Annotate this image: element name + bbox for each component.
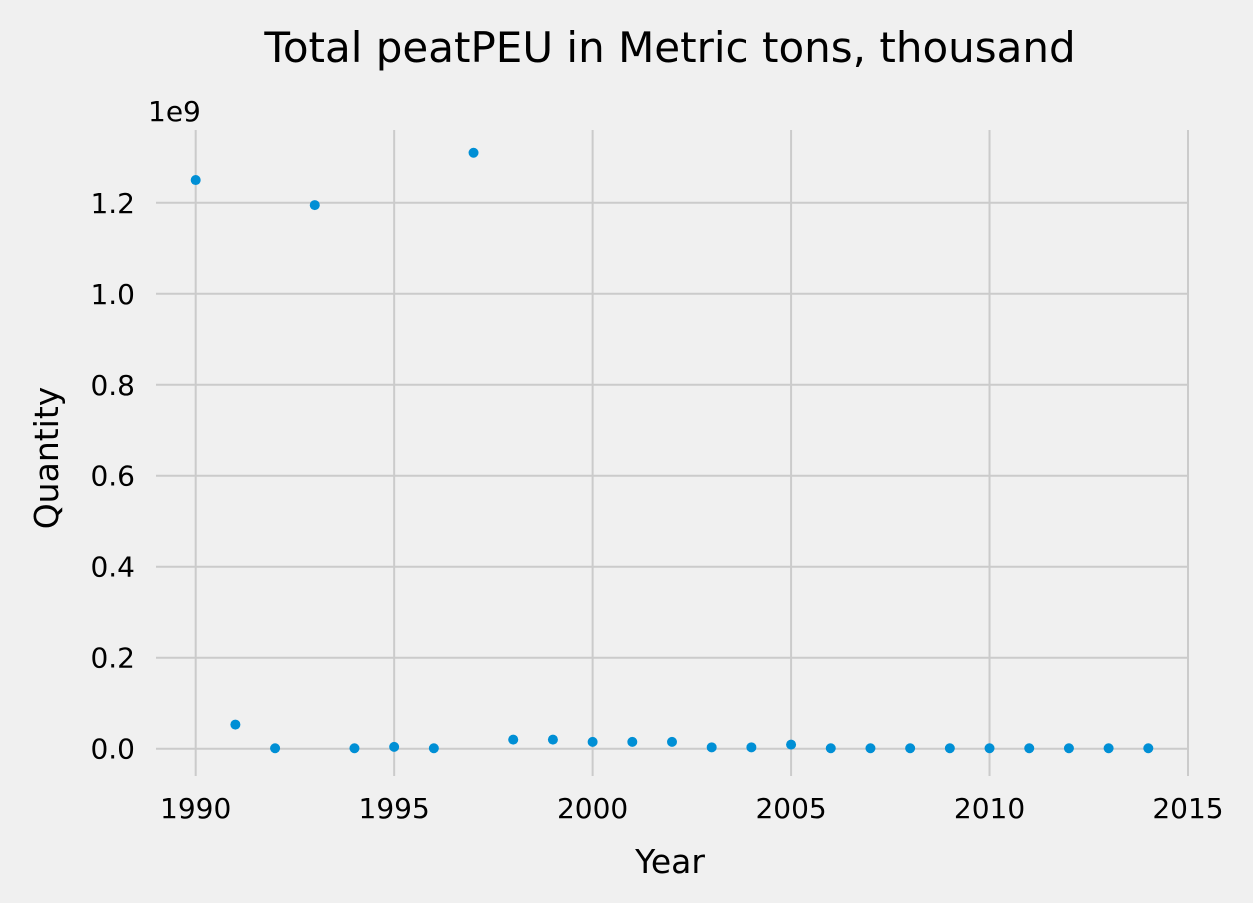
data-point [190, 175, 201, 186]
x-tick-label: 2015 [1152, 792, 1223, 825]
y-tick-label: 0.2 [90, 642, 135, 675]
x-axis-title: Year [634, 842, 705, 881]
y-tick-label: 0.0 [90, 733, 135, 766]
y-tick-labels: 0.0 0.2 0.4 0.6 0.8 1.0 1.2 [90, 187, 135, 766]
data-point [825, 743, 836, 754]
data-point [865, 743, 876, 754]
data-point [349, 743, 360, 754]
data-point [944, 743, 955, 754]
data-point [508, 734, 519, 745]
data-point [706, 742, 717, 753]
y-offset-label: 1e9 [148, 95, 201, 128]
y-tick-label: 0.6 [90, 460, 135, 493]
data-point [587, 736, 598, 747]
data-point [984, 743, 995, 754]
data-point [1063, 743, 1074, 754]
x-tick-label: 1995 [359, 792, 430, 825]
data-point [905, 743, 916, 754]
data-point [1143, 743, 1154, 754]
data-point [786, 739, 797, 750]
data-point [270, 743, 281, 754]
data-point [468, 147, 479, 158]
data-point [547, 734, 558, 745]
data-point [1103, 743, 1114, 754]
y-tick-label: 1.2 [90, 187, 135, 220]
data-point [627, 736, 638, 747]
chart-title: Total peatPEU in Metric tons, thousand [263, 23, 1075, 72]
data-point [389, 741, 400, 752]
data-point [667, 736, 677, 747]
data-point [309, 200, 320, 211]
x-tick-label: 2000 [557, 792, 628, 825]
x-tick-label: 2005 [755, 792, 826, 825]
x-tick-label: 1990 [160, 792, 231, 825]
data-point [746, 742, 757, 753]
data-point [230, 719, 241, 730]
y-tick-label: 0.4 [90, 551, 135, 584]
y-tick-label: 0.8 [90, 369, 135, 402]
grid [156, 130, 1189, 776]
y-axis-title: Quantity [27, 387, 66, 530]
x-tick-label: 2010 [954, 792, 1025, 825]
data-point [1024, 743, 1035, 754]
x-tick-labels: 1990 1995 2000 2005 2010 2015 [160, 792, 1224, 825]
data-point [428, 743, 439, 754]
y-tick-label: 1.0 [90, 278, 135, 311]
data-points [190, 147, 1154, 754]
